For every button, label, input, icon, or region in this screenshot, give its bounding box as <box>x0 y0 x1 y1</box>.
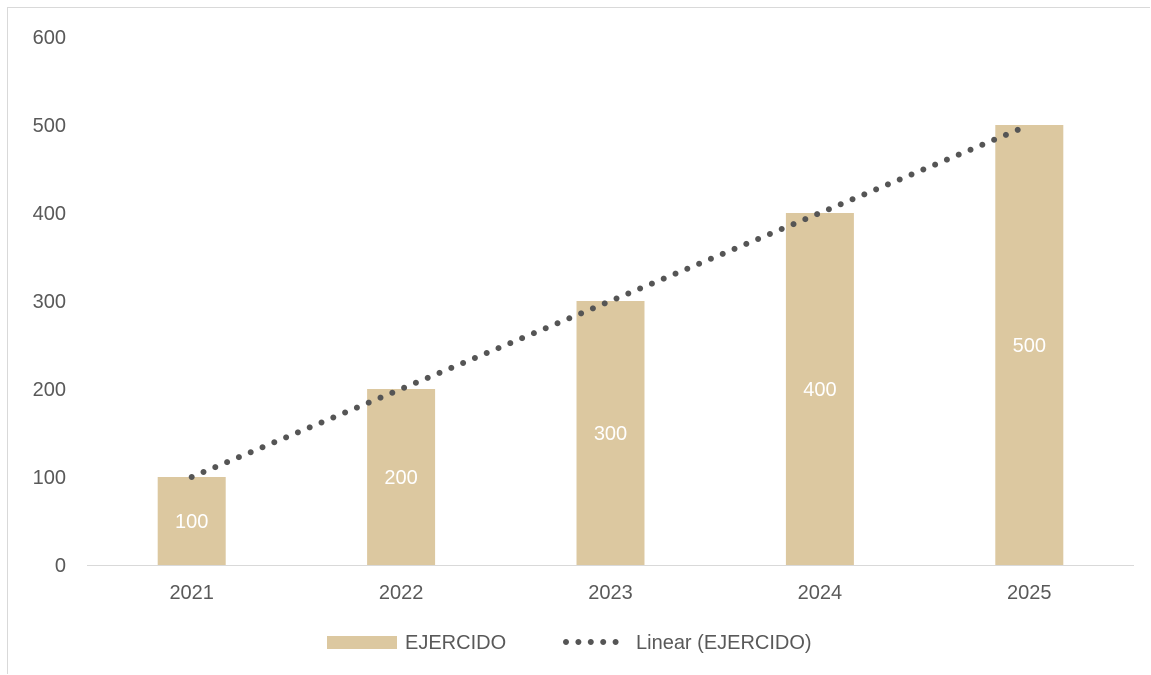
legend: EJERCIDO Linear (EJERCIDO) <box>327 632 812 654</box>
y-tick-label: 0 <box>55 555 66 577</box>
legend-label-ejercido: EJERCIDO <box>405 632 506 654</box>
x-axis-tick-labels: 2021 2022 2023 2024 2025 <box>169 582 1051 604</box>
bar-2022 <box>367 389 436 565</box>
data-label-2025: 500 <box>1013 335 1046 357</box>
chart-frame: 0 100 200 300 400 500 600 100 200 300 400 500 2021… <box>7 7 1150 674</box>
y-tick-label: 500 <box>33 115 66 137</box>
bar-2021 <box>157 477 226 565</box>
y-tick-label: 100 <box>33 467 66 489</box>
x-tick-label-2022: 2022 <box>379 582 424 604</box>
y-tick-label: 300 <box>33 291 66 313</box>
data-label-2021: 100 <box>175 511 208 533</box>
bar-2025 <box>995 125 1064 565</box>
data-label-2024: 400 <box>803 379 836 401</box>
bar-2023 <box>576 301 645 565</box>
x-tick-label-2021: 2021 <box>169 582 214 604</box>
data-label-2023: 300 <box>594 423 627 445</box>
x-tick-label-2023: 2023 <box>588 582 633 604</box>
bar-2024 <box>785 213 854 565</box>
bar-chart: 0 100 200 300 400 500 600 100 200 300 400 500 2021… <box>33 27 1134 654</box>
bar-series <box>157 125 1064 565</box>
legend-swatch-ejercido <box>327 636 397 649</box>
y-tick-label: 600 <box>33 27 66 49</box>
y-tick-label: 200 <box>33 379 66 401</box>
legend-label-linear-trend: Linear (EJERCIDO) <box>636 632 812 654</box>
trendline-path <box>188 122 1033 480</box>
y-tick-label: 400 <box>33 203 66 225</box>
bar-data-labels: 100 200 300 400 500 <box>175 335 1046 533</box>
data-label-2022: 200 <box>384 467 417 489</box>
trendline <box>188 122 1033 480</box>
x-tick-label-2025: 2025 <box>1007 582 1052 604</box>
x-tick-label-2024: 2024 <box>798 582 843 604</box>
y-axis-tick-labels: 0 100 200 300 400 500 600 <box>33 27 66 577</box>
